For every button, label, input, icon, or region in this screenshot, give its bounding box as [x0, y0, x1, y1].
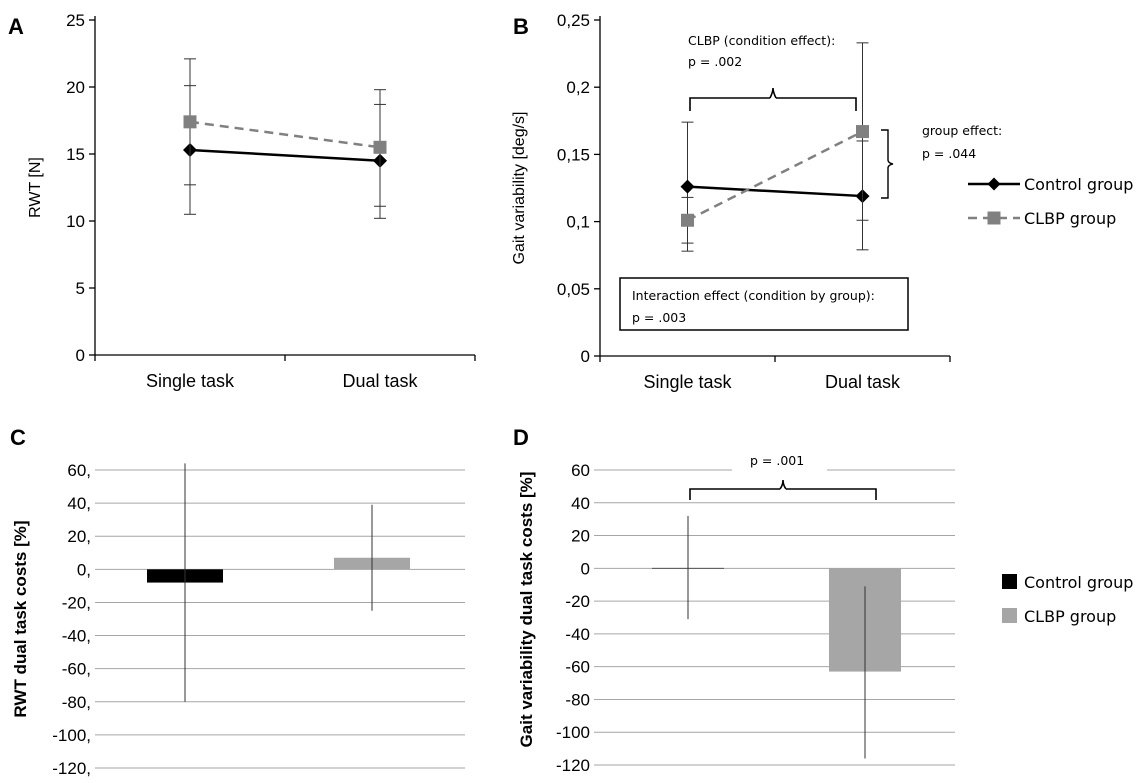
interaction-effect-label: Interaction effect (condition by group): [632, 288, 875, 303]
y-tick-label: 0,05 [557, 280, 590, 299]
x-tick-label: Dual task [342, 371, 418, 391]
series-line [189, 148, 381, 162]
group-brace [881, 129, 894, 199]
y-tick-label: 0,15 [557, 145, 590, 164]
series-line [189, 120, 381, 149]
y-tick-label: 0,25 [557, 11, 590, 30]
panel-letter: B [513, 14, 529, 39]
panel-a: A 0 5 10 15 20 25 Single task Dual task RWT [N] [8, 11, 476, 391]
y-tick-label: -120 [556, 756, 590, 775]
y-tick-label: 0,2 [566, 78, 590, 97]
y-tick-label: -20, [62, 593, 91, 612]
y-tick-label: -100 [556, 723, 590, 742]
interaction-box [619, 277, 909, 331]
x-tick-label: Single task [146, 371, 235, 391]
y-tick-label: 0 [581, 347, 590, 366]
y-tick-label: 5 [76, 279, 85, 298]
y-tick-label: 40, [67, 494, 91, 513]
y-tick-label: -80, [62, 693, 91, 712]
x-tick-label: Single task [643, 372, 732, 392]
y-axis-label: Gait variability dual task costs [%] [517, 472, 536, 748]
p-value-background [732, 447, 827, 475]
y-tick-label: 10 [66, 212, 85, 231]
y-tick-label: -60 [565, 658, 590, 677]
data-point-square [681, 213, 694, 227]
y-tick-label: 40 [571, 494, 590, 513]
group-effect-p: p = .044 [922, 146, 976, 161]
legend-clbp-label: CLBP group [1024, 209, 1116, 228]
y-tick-label: -40, [62, 627, 91, 646]
legend-bar: Control group CLBP group [1002, 573, 1133, 626]
series-line [686, 130, 864, 222]
y-tick-label: 0, [77, 560, 91, 579]
y-tick-label: 25 [66, 11, 85, 30]
y-tick-label: 0 [76, 346, 85, 365]
condition-effect-p: p = .002 [688, 54, 742, 69]
panel-d: D -120 -100 -80 -60 -40 -20 0 20 40 60 Gait variabi… [513, 425, 955, 775]
y-tick-label: 0,1 [566, 213, 590, 232]
y-tick-label: -60, [62, 660, 91, 679]
data-point-square [373, 140, 387, 154]
y-tick-label: -20 [565, 592, 590, 611]
p-value-label: p = .001 [750, 453, 804, 468]
panel-letter: D [513, 425, 529, 450]
y-tick-label: 60, [67, 461, 91, 480]
p-value-brace [689, 479, 877, 500]
y-axis-label: Gait variability [deg/s] [511, 112, 528, 265]
y-tick-label: 0 [581, 559, 590, 578]
y-tick-label: 60 [571, 461, 590, 480]
y-tick-label: 20 [571, 527, 590, 546]
group-effect-label: group effect: [922, 123, 1002, 138]
condition-effect-label: CLBP (condition effect): [688, 33, 835, 48]
panel-b: B 0 0,05 0,1 0,15 0,2 0,25 Single task Dual task… [511, 11, 1002, 392]
panel-c: C -120, -100, -80, -60, -40, -20, 0, 20, 40, 60, RW… [10, 425, 465, 778]
legend-clbp-marker [987, 211, 1001, 225]
data-point-diamond [680, 179, 695, 194]
y-tick-label: -100, [52, 726, 91, 745]
legend-clbp-label: CLBP group [1024, 607, 1116, 626]
panel-letter: A [8, 14, 24, 39]
legend-control-marker [987, 177, 1001, 191]
x-tick-label: Dual task [825, 372, 901, 392]
y-tick-label: -40 [565, 625, 590, 644]
legend-control-label: Control group [1024, 175, 1133, 194]
y-tick-label: -80 [565, 690, 590, 709]
legend-clbp-swatch [1002, 608, 1017, 623]
y-tick-label: -120, [52, 759, 91, 778]
y-axis-label: RWT [N] [27, 157, 44, 218]
panel-letter: C [10, 425, 26, 450]
y-axis-label: RWT dual task costs [%] [11, 520, 30, 717]
legend-line: Control group CLBP group [968, 175, 1133, 228]
y-tick-label: 20, [67, 527, 91, 546]
data-point-square [183, 115, 197, 129]
y-tick-label: 15 [66, 145, 85, 164]
interaction-effect-p: p = .003 [632, 310, 686, 325]
legend-control-swatch [1002, 574, 1017, 589]
condition-brace [689, 87, 857, 111]
legend-control-label: Control group [1024, 573, 1133, 592]
series-line [687, 185, 863, 198]
y-tick-label: 20 [66, 78, 85, 97]
data-point-square [856, 125, 869, 139]
